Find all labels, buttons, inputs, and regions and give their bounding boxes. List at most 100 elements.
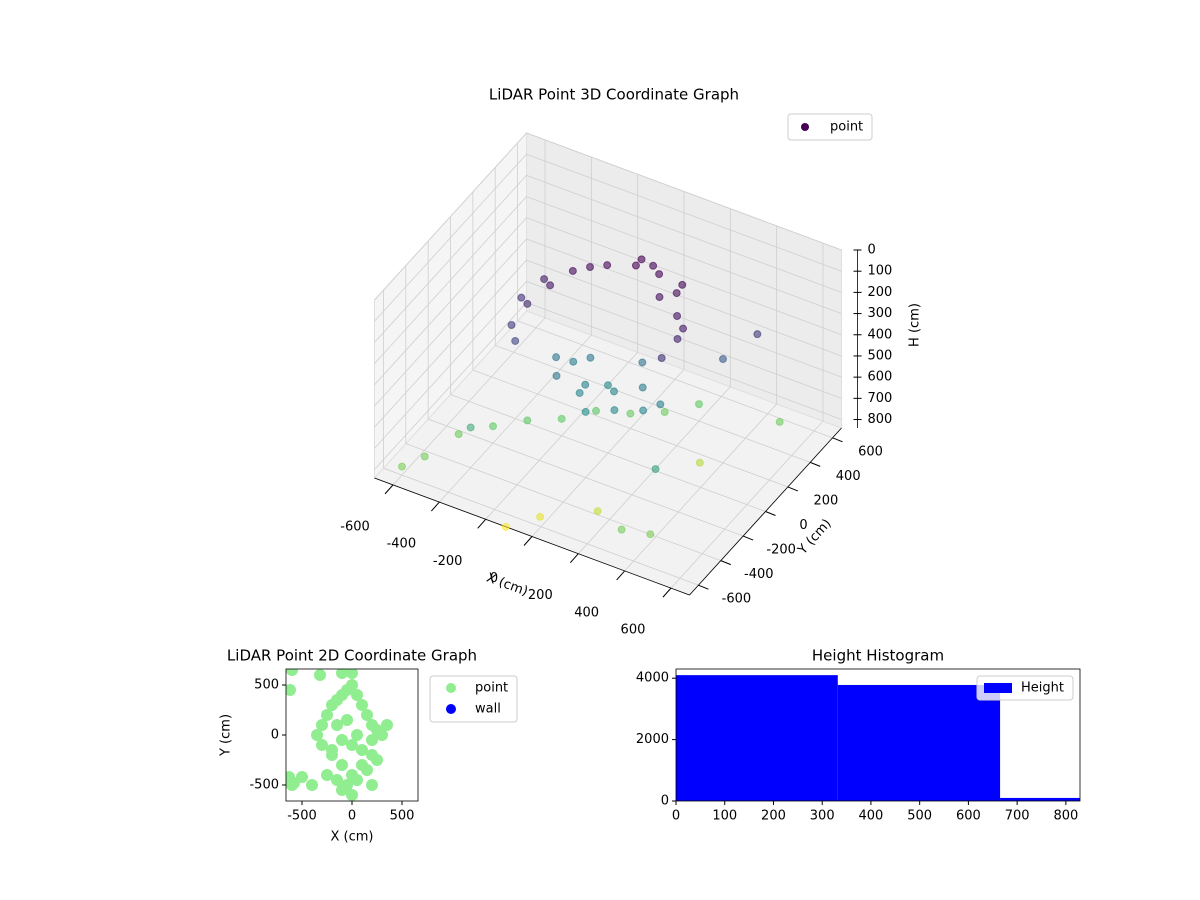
plot-area: [676, 675, 1080, 801]
point: [397, 462, 406, 471]
grid-line: [374, 217, 842, 386]
bar: [837, 684, 1001, 801]
grid-line: [485, 174, 639, 520]
chart-title: Height Histogram: [812, 647, 944, 665]
point: [341, 714, 353, 726]
point: [651, 465, 660, 474]
x-tick-label: -500: [287, 809, 317, 824]
point: [586, 262, 595, 271]
point: [507, 321, 516, 330]
y-axis-label: Y (cm): [219, 714, 234, 757]
legend-label: point: [475, 681, 508, 696]
y-tick-label: -600: [722, 592, 752, 607]
grid-line: [624, 225, 778, 572]
point: [346, 669, 358, 679]
chart-title: LiDAR Point 3D Coordinate Graph: [489, 86, 739, 104]
point: [361, 764, 373, 776]
y-tick-label: 500: [254, 678, 279, 693]
point: [356, 699, 368, 711]
x-tick-label: 400: [574, 605, 599, 620]
point: [569, 357, 578, 366]
grid-line: [405, 265, 721, 561]
y-tick-label: 0: [799, 518, 807, 533]
legend-label: Height: [1021, 681, 1064, 696]
point: [655, 293, 664, 302]
z-tick-label: 400: [868, 327, 893, 342]
point: [638, 358, 647, 367]
point: [593, 507, 602, 516]
point: [351, 729, 363, 741]
legend-box: [976, 675, 1074, 701]
y-tick-label: 0: [661, 794, 669, 809]
y-tick: [810, 461, 821, 467]
bar: [676, 675, 838, 801]
point: [336, 734, 348, 746]
x-tick: [477, 518, 487, 529]
point: [631, 261, 640, 270]
y-tick: [698, 584, 709, 590]
x-tick-label: 0: [348, 809, 356, 824]
point: [557, 414, 566, 423]
y-tick: [720, 560, 731, 566]
z-tick-label: 800: [868, 412, 893, 427]
y-tick-label: 600: [858, 444, 883, 459]
point: [753, 330, 762, 339]
point: [679, 324, 688, 333]
y-tick-label: -400: [744, 567, 774, 582]
x-axis: [374, 477, 690, 596]
point: [351, 689, 363, 701]
point: [351, 774, 363, 786]
grid-line: [374, 280, 842, 449]
x-tick-label: 300: [810, 809, 835, 824]
point: [657, 353, 666, 362]
point: [719, 355, 727, 364]
point: [540, 275, 549, 284]
point: [655, 270, 664, 279]
point: [586, 353, 595, 362]
y-axis: [689, 427, 842, 596]
x-tick-label: 100: [712, 809, 737, 824]
point: [366, 734, 378, 746]
point: [326, 744, 338, 756]
grid-line: [392, 139, 546, 486]
x-tick: [616, 570, 626, 581]
x-tick-label: 600: [621, 623, 646, 638]
point: [346, 679, 358, 691]
grid-line: [374, 259, 842, 428]
point: [336, 784, 348, 796]
point: [581, 407, 590, 416]
legend-marker: [984, 683, 1012, 693]
grid-line: [383, 290, 699, 586]
z-tick-label: 200: [868, 285, 893, 300]
point: [568, 266, 577, 275]
axes-frame: [675, 668, 1081, 802]
grid-line: [578, 208, 731, 554]
point: [376, 729, 388, 741]
x-tick-label: 500: [907, 809, 932, 824]
grid-line: [450, 216, 766, 512]
x-tick: [384, 484, 394, 495]
point: [321, 709, 333, 721]
grid-line: [494, 167, 811, 463]
point: [552, 371, 561, 380]
point: [286, 684, 296, 696]
x-tick-label: -200: [433, 554, 463, 569]
z-tick-label: 300: [868, 306, 893, 321]
point: [672, 289, 681, 298]
x-tick-label: 200: [528, 588, 553, 603]
point: [371, 754, 383, 766]
bar: [1000, 797, 1080, 801]
x-tick: [662, 587, 672, 598]
y-tick-label: 4000: [636, 671, 669, 686]
grid-line: [439, 157, 592, 503]
z-axis-label: H (cm): [908, 303, 923, 347]
z-tick-label: 500: [868, 348, 893, 363]
point: [581, 380, 590, 389]
legend-box: [787, 113, 873, 141]
legend-marker: [801, 123, 809, 131]
point: [316, 739, 328, 751]
y-tick: [765, 511, 776, 516]
grid-line: [374, 238, 842, 407]
z-tick-label: 100: [868, 264, 893, 279]
